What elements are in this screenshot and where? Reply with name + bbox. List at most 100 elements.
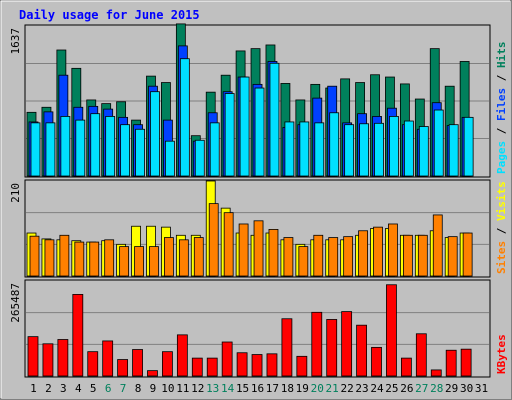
legend-kbytes: KBytes [495,334,508,374]
bar-pages-day-5 [90,113,101,177]
bar-kbytes-day-11 [176,334,188,377]
bar-sites-day-16 [253,220,264,277]
x-tick-label-day-12: 12 [191,382,204,395]
bar-kbytes-day-3 [57,339,69,377]
bar-pages-day-16 [254,87,265,177]
bar-sites-day-22 [343,236,354,277]
bar-pages-day-22 [344,124,355,177]
bar-sites-day-23 [358,230,368,277]
x-tick-label-day-31: 31 [475,382,488,395]
x-tick-label-day-2: 2 [45,382,52,395]
x-tick-label-day-16: 16 [251,382,264,395]
bar-pages-day-28 [433,109,444,177]
x-tick-label-day-4: 4 [75,382,82,395]
bar-kbytes-day-6 [102,340,114,377]
bar-kbytes-day-19 [296,355,308,377]
legend-sep-2: / [495,68,508,88]
bar-kbytes-day-13 [206,357,218,377]
bar-pages-day-24 [374,122,384,177]
bar-sites-day-29 [447,236,458,277]
bar-sites-day-14 [223,212,234,277]
bar-pages-day-30 [463,116,474,177]
x-tick-label-day-5: 5 [90,382,97,395]
x-tick-label-day-10: 10 [161,382,174,395]
bar-pages-day-18 [284,121,295,177]
bar-sites-day-17 [268,229,279,277]
x-tick-label-day-19: 19 [296,382,309,395]
legend-visits: Visits [495,181,508,221]
bar-pages-day-8 [135,128,145,177]
legend-files: Files [495,88,508,121]
bar-sites-day-26 [402,234,413,277]
bar-kbytes-day-9 [147,370,158,377]
bar-kbytes-day-20 [311,311,323,377]
bar-kbytes-day-12 [191,357,203,377]
bar-sites-day-12 [193,237,204,277]
bar-kbytes-day-23 [356,324,367,377]
bar-kbytes-day-26 [400,357,412,377]
x-tick-label-day-24: 24 [370,382,384,395]
x-tick-label-day-22: 22 [340,382,353,395]
bar-sites-day-20 [313,234,324,277]
bar-pages-day-1 [30,122,41,177]
bar-kbytes-day-14 [221,341,233,377]
x-tick-label-day-1: 1 [30,382,37,395]
bar-pages-day-27 [418,126,429,177]
x-tick-label-day-17: 17 [266,382,279,395]
bar-pages-day-17 [269,62,280,177]
bar-pages-day-7 [120,124,131,177]
y-max-label-mid: 210 [9,183,22,203]
bar-sites-day-8 [134,246,144,277]
x-tick-label-day-18: 18 [281,382,294,395]
bar-sites-day-25 [388,223,398,277]
x-tick-label-day-20: 20 [311,382,324,395]
bar-kbytes-day-4 [72,294,84,377]
x-tick-label-day-13: 13 [206,382,219,395]
bar-sites-day-19 [298,246,309,277]
bar-pages-day-13 [209,122,220,177]
legend-sites: Sites [495,241,508,274]
x-tick-label-day-14: 14 [221,382,235,395]
bar-sites-day-2 [44,239,55,277]
bar-pages-day-20 [314,122,325,177]
bar-pages-day-29 [448,124,459,177]
bar-pages-day-26 [403,120,414,177]
x-tick-label-day-23: 23 [355,382,368,395]
x-tick-label-day-3: 3 [60,382,67,395]
legend-bottom: KBytes [495,334,508,374]
bar-kbytes-day-24 [371,346,382,377]
x-tick-label-day-25: 25 [385,382,398,395]
bar-pages-day-2 [45,122,56,177]
y-max-label-top: 1637 [9,28,22,55]
bar-kbytes-day-27 [415,333,427,377]
y-max-label-bottom: 265487 [9,283,22,323]
bars [26,23,474,377]
bar-kbytes-day-17 [266,353,278,377]
bar-sites-day-13 [208,203,219,277]
bar-kbytes-day-1 [27,336,39,377]
bar-kbytes-day-25 [386,284,397,377]
chart-title: Daily usage for June 2015 [19,8,200,22]
bar-kbytes-day-30 [460,348,472,377]
x-tick-label-day-27: 27 [415,382,428,395]
bar-pages-day-6 [105,116,116,177]
bar-pages-day-21 [329,112,340,177]
x-tick-label-day-6: 6 [105,382,112,395]
bar-kbytes-day-28 [430,369,442,377]
bar-sites-day-10 [164,237,174,277]
bar-sites-day-30 [462,232,473,277]
legend-mid: Sites / Visits [495,181,508,274]
bar-kbytes-day-21 [326,319,338,377]
x-tick-label-day-15: 15 [236,382,249,395]
bar-kbytes-day-10 [162,351,173,377]
bar-sites-day-6 [104,239,115,277]
bar-pages-day-19 [299,121,310,177]
legend-pages: Pages [495,141,508,174]
bar-pages-day-15 [239,76,250,177]
bar-sites-day-7 [119,246,130,277]
bar-pages-day-12 [194,139,205,177]
x-tick-label-day-28: 28 [430,382,443,395]
bar-pages-day-4 [75,119,86,177]
